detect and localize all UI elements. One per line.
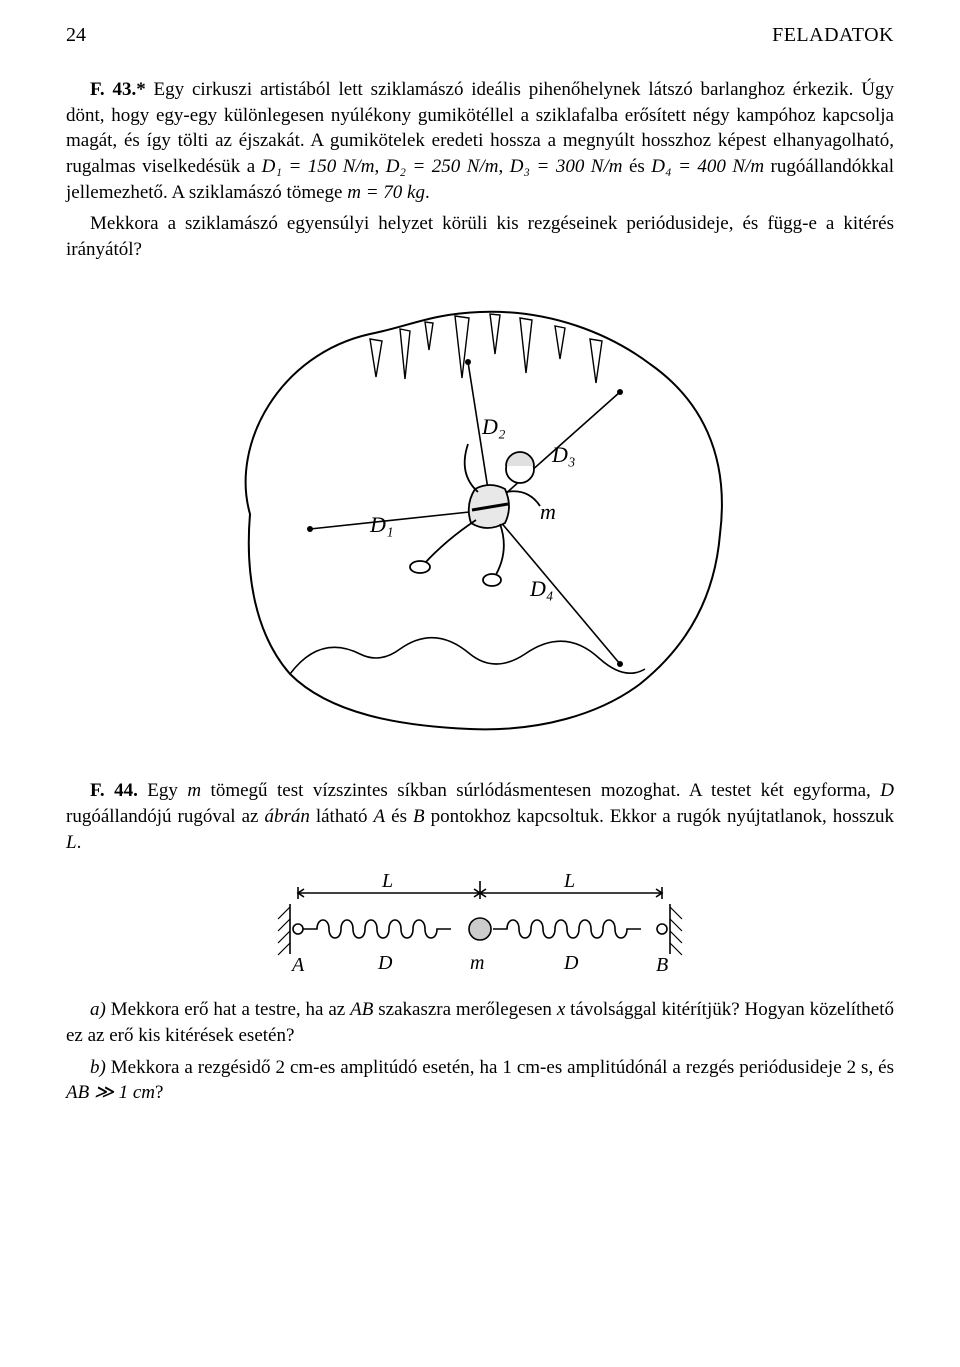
p44b-t2: ? bbox=[155, 1082, 163, 1103]
p44-B: B bbox=[413, 806, 425, 827]
p43-D1: D₁ = 150 N/m bbox=[262, 156, 375, 177]
section-title: FELADATOK bbox=[772, 22, 894, 49]
p43-D2: D₂ = 250 N/m bbox=[386, 156, 499, 177]
p44a-t2: szakaszra merőlegesen bbox=[373, 999, 556, 1020]
problem-43-label: F. 43.* bbox=[90, 79, 146, 100]
label-m: m bbox=[540, 499, 556, 524]
fig2-A: A bbox=[290, 954, 305, 976]
p44-abran: ábrán bbox=[264, 806, 309, 827]
p43-s2: , bbox=[498, 156, 509, 177]
p44b-t1: Mekkora a rezgésidő 2 cm-es amplitúdó es… bbox=[106, 1057, 894, 1078]
spring-svg: L L A B D D m bbox=[260, 869, 700, 979]
problem-44-text: F. 44. Egy m tömegű test vízszintes síkb… bbox=[66, 778, 894, 855]
p44-t3: rugóállandójú rugóval az bbox=[66, 806, 264, 827]
problem-44-label: F. 44. bbox=[90, 780, 138, 801]
p43-mass: m = 70 kg bbox=[347, 182, 425, 203]
label-D1: D₁ bbox=[369, 512, 394, 537]
label-D2: D₂ bbox=[481, 414, 506, 439]
page-number: 24 bbox=[66, 22, 86, 49]
p44b-ABgg: AB ≫ 1 cm bbox=[66, 1082, 155, 1103]
p44-A: A bbox=[374, 806, 386, 827]
problem-43-question: Mekkora a sziklamászó egyensúlyi helyzet… bbox=[66, 211, 894, 262]
cave-svg: D₁ D₂ D₃ D₄ m bbox=[220, 284, 740, 744]
p44-t4: látható bbox=[310, 806, 374, 827]
p43-s1: , bbox=[374, 156, 385, 177]
p43-t3: . bbox=[425, 182, 430, 203]
p44a-label: a) bbox=[90, 999, 106, 1020]
p44a-AB: AB bbox=[350, 999, 373, 1020]
spring-geom bbox=[278, 881, 682, 955]
problem-43-text: F. 43.* Egy cirkuszi artistából lett szi… bbox=[66, 77, 894, 205]
p43-D4: D₄ = 400 N/m bbox=[651, 156, 764, 177]
problem-44-part-b: b) Mekkora a rezgésidő 2 cm-es amplitúdó… bbox=[66, 1055, 894, 1106]
fig2-D2: D bbox=[563, 952, 579, 974]
fig2-L2: L bbox=[563, 870, 575, 892]
p44-m: m bbox=[187, 780, 201, 801]
label-D4: D₄ bbox=[529, 576, 554, 601]
p44a-x: x bbox=[557, 999, 565, 1020]
p44-period: . bbox=[77, 832, 82, 853]
p44-D: D bbox=[880, 780, 894, 801]
fig2-m: m bbox=[470, 952, 484, 974]
fig2-D1: D bbox=[377, 952, 393, 974]
label-D3: D₃ bbox=[551, 442, 576, 467]
p43-D3: D₃ = 300 N/m bbox=[510, 156, 623, 177]
p44-t1: Egy bbox=[138, 780, 188, 801]
p44a-t1: Mekkora erő hat a testre, ha az bbox=[106, 999, 350, 1020]
p44-L: L bbox=[66, 832, 77, 853]
p44b-label: b) bbox=[90, 1057, 106, 1078]
page: 24 FELADATOK F. 43.* Egy cirkuszi artist… bbox=[0, 0, 960, 1367]
page-header: 24 FELADATOK bbox=[66, 22, 894, 49]
problem-44-part-a: a) Mekkora erő hat a testre, ha az AB sz… bbox=[66, 997, 894, 1048]
figure-cave: D₁ D₂ D₃ D₄ m bbox=[66, 284, 894, 744]
p44-t2: tömegű test vízszintes síkban súrlódásme… bbox=[201, 780, 880, 801]
fig2-B: B bbox=[656, 954, 668, 976]
p43-s3: és bbox=[622, 156, 651, 177]
p44-and: és bbox=[385, 806, 413, 827]
figure-springs: L L A B D D m bbox=[66, 869, 894, 979]
fig2-L1: L bbox=[381, 870, 393, 892]
p44-t5: pontokhoz kapcsoltuk. Ekkor a rugók nyúj… bbox=[425, 806, 894, 827]
